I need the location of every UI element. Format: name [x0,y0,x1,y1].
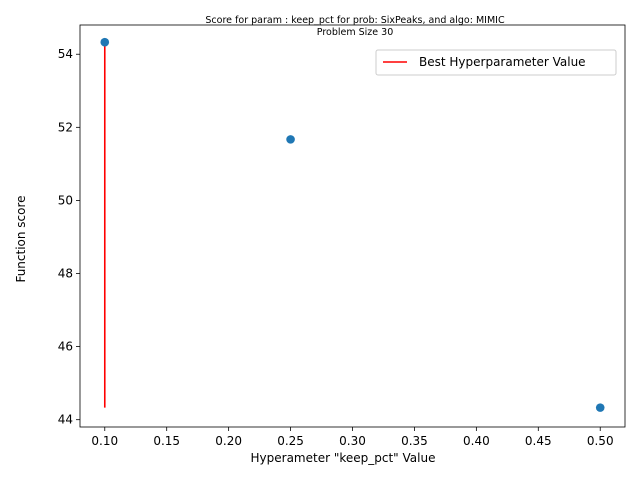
x-tick-label: 0.20 [215,434,242,448]
chart-title: Score for param : keep_pct for prob: Six… [205,15,505,26]
x-tick-label: 0.45 [525,434,552,448]
x-tick-label: 0.25 [277,434,304,448]
x-tick-label: 0.10 [91,434,118,448]
legend-frame [375,49,617,76]
y-tick-label: 50 [58,193,73,207]
x-tick-label: 0.35 [401,434,428,448]
y-tick-label: 44 [58,413,73,427]
legend: Best Hyperparameter Value [375,49,617,76]
x-axis-label: Hyperameter "keep_pct" Value [251,451,436,465]
scatter-point [286,135,295,144]
y-tick-label: 52 [58,120,73,134]
x-tick-label: 0.50 [587,434,614,448]
y-tick-label: 54 [58,47,73,61]
x-tick-label: 0.40 [463,434,490,448]
scatter-point [100,37,110,47]
y-tick-label: 48 [58,267,73,281]
scatter-point [595,403,605,412]
plot-area: 0.10 0.15 0.20 0.25 0.30 0.35 0.40 0.45 0.50 44 46… [58,24,626,448]
legend-label-best-hyperparameter: Best Hyperparameter Value [419,55,586,69]
y-axis-label: Function score [14,195,28,282]
chart-subtitle: Problem Size 30 [317,27,393,38]
y-tick-label: 46 [58,340,73,354]
axes-frame [79,24,626,428]
x-tick-label: 0.30 [339,434,366,448]
x-tick-label: 0.15 [153,434,180,448]
